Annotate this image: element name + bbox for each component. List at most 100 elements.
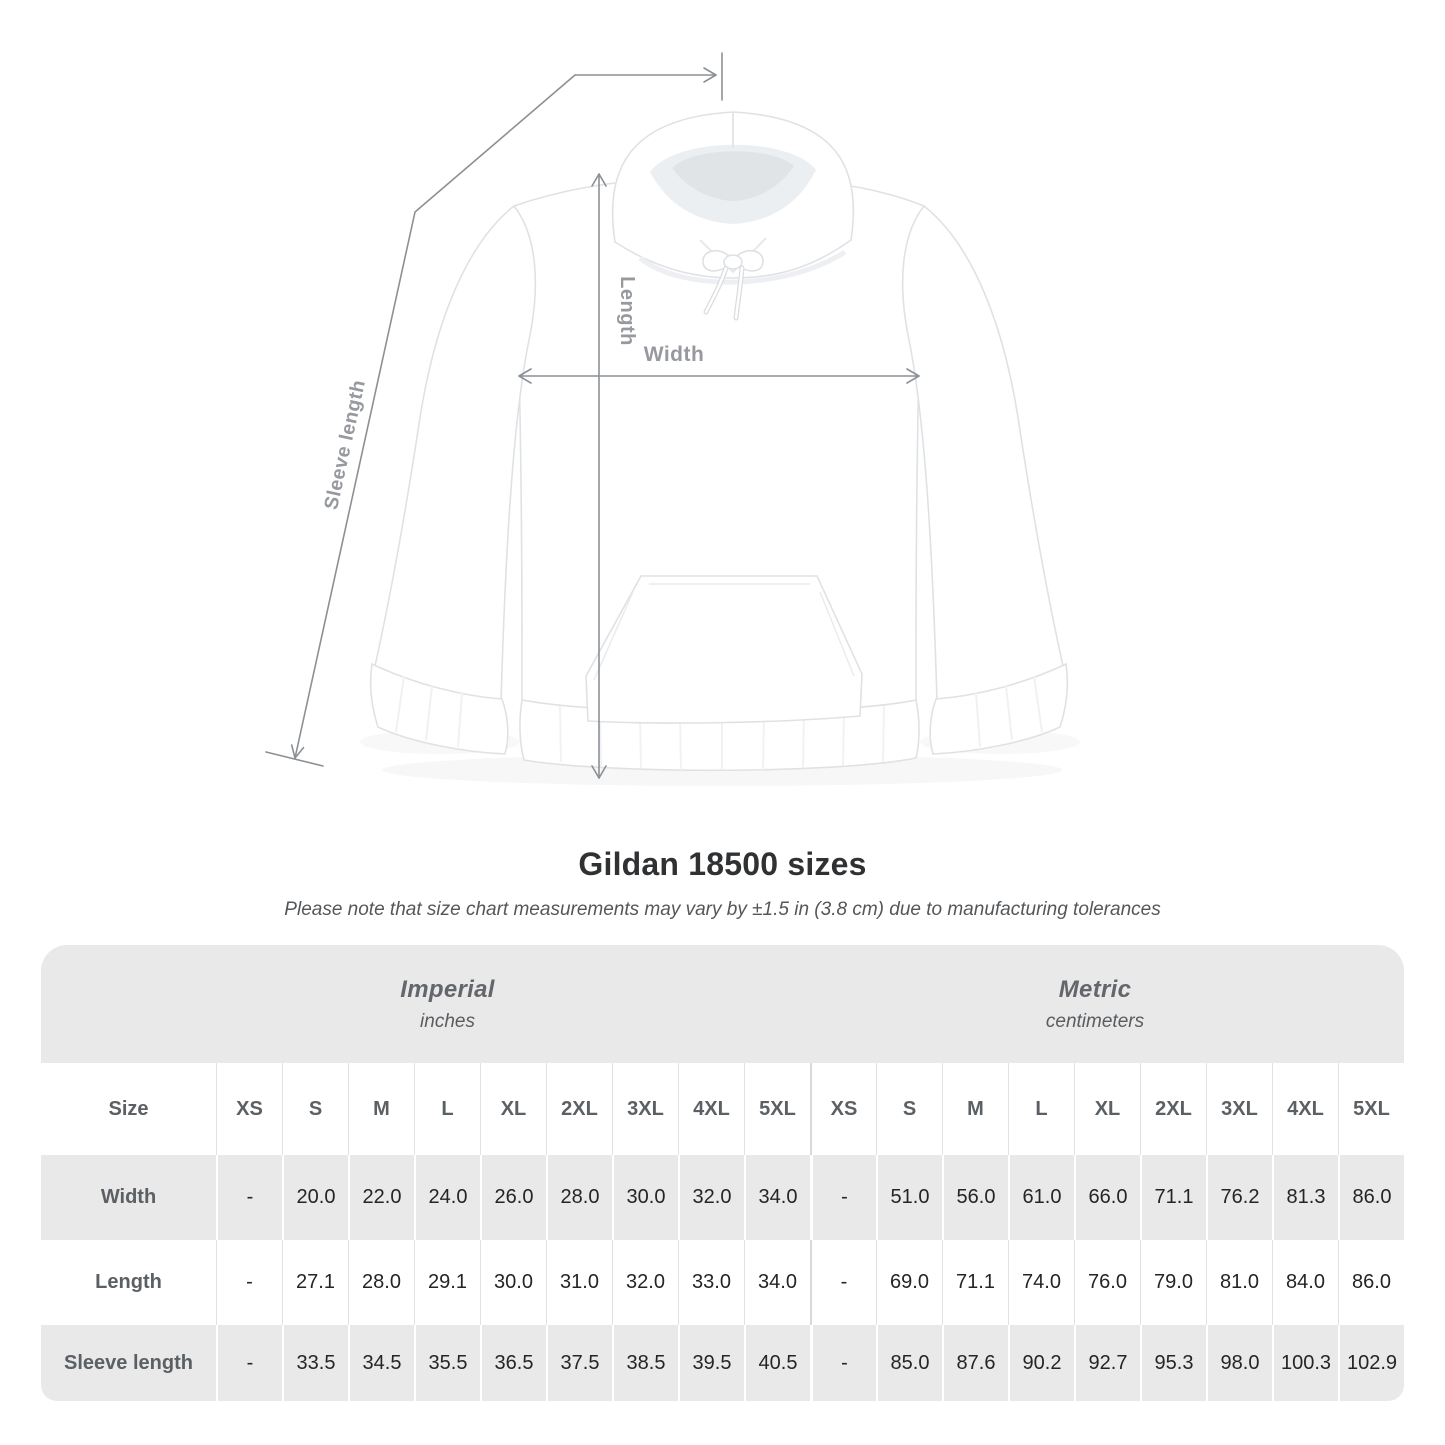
- width-label: Width: [644, 343, 705, 366]
- value-cell: 34.0: [744, 1240, 810, 1325]
- row-label-cell: Sleeve length: [64, 1351, 193, 1374]
- value-cell: 87.6: [942, 1325, 1008, 1401]
- value-cell: 81.3: [1272, 1155, 1338, 1240]
- value-cell: 28.0: [546, 1155, 612, 1240]
- value-cell: 20.0: [282, 1155, 348, 1240]
- value-cell: 92.7: [1074, 1325, 1140, 1401]
- value-cell: 33.0: [678, 1240, 744, 1325]
- value-cell: 27.1: [282, 1240, 348, 1325]
- hoodie-pocket: [585, 575, 863, 724]
- right-cuff-ribs: [975, 675, 1043, 748]
- right-cuff: [929, 662, 1069, 755]
- length-label: Length: [616, 276, 638, 346]
- value-cell: 79.0: [1140, 1240, 1206, 1325]
- value-cell: 37.5: [546, 1325, 612, 1401]
- hoodie-left-sleeve: [373, 204, 537, 703]
- value-cell: 35.5: [414, 1325, 480, 1401]
- size-label-cell: 5XL: [1338, 1063, 1404, 1155]
- unit-group-unit: centimeters: [1045, 1010, 1145, 1032]
- size-header-row: Size XS S M L XL 2XL 3XL 4XL 5XL XS S M L XL 2XL 3XL 4XL 5…: [41, 1063, 1404, 1155]
- value-cell: 29.1: [414, 1240, 480, 1325]
- value-cell: -: [216, 1155, 282, 1240]
- value-cell: -: [216, 1325, 282, 1401]
- value-cell: 28.0: [348, 1240, 414, 1325]
- value-cell: 85.0: [876, 1325, 942, 1401]
- value-cell: 81.0: [1206, 1240, 1272, 1325]
- value-cell: 32.0: [678, 1155, 744, 1240]
- hood-chest-shadow: [638, 249, 847, 285]
- value-cell: 98.0: [1206, 1325, 1272, 1401]
- size-table: Imperial inches Metric centimeters Size XS S M L…: [41, 945, 1404, 1401]
- unit-group-name: Imperial: [400, 975, 495, 1003]
- hoodie-diagram: Width Length Sleeve length: [265, 52, 1069, 779]
- unit-group-header: Imperial inches Metric centimeters: [41, 945, 1404, 1063]
- value-cell: 100.3: [1272, 1325, 1338, 1401]
- value-cell: 84.0: [1272, 1240, 1338, 1325]
- value-cell: 102.9: [1338, 1325, 1404, 1401]
- size-label-cell: XS: [810, 1063, 876, 1155]
- value-cell: 26.0: [480, 1155, 546, 1240]
- unit-group-imperial: Imperial inches: [41, 945, 810, 1063]
- value-cell: 86.0: [1338, 1155, 1404, 1240]
- value-cell: 34.0: [744, 1155, 810, 1240]
- value-cell: -: [810, 1240, 876, 1325]
- size-label-cell: 3XL: [1206, 1063, 1272, 1155]
- value-cell: 56.0: [942, 1155, 1008, 1240]
- measure-lines: [265, 52, 920, 779]
- size-label-cell: 2XL: [546, 1063, 612, 1155]
- size-label-cell: S: [282, 1063, 348, 1155]
- row-label-cell: Length: [95, 1271, 162, 1293]
- size-label-cell: 5XL: [744, 1063, 810, 1155]
- size-label-cell: M: [348, 1063, 414, 1155]
- value-cell: -: [216, 1240, 282, 1325]
- value-cell: 71.1: [942, 1240, 1008, 1325]
- value-cell: 24.0: [414, 1155, 480, 1240]
- table-row: Width -20.0 22.0 24.0 26.0 28.0 30.0 32.0 34.0-5…: [41, 1155, 1404, 1240]
- row-label-cell: Width: [100, 1186, 157, 1208]
- size-label-cell: 3XL: [612, 1063, 678, 1155]
- value-cell: 40.5: [744, 1325, 810, 1401]
- page-title: Gildan 18500 sizes: [578, 846, 867, 882]
- hood-inner-shadow: [672, 151, 794, 201]
- size-label-cell: 4XL: [678, 1063, 744, 1155]
- value-cell: 71.1: [1140, 1155, 1206, 1240]
- table-row: Sleeve length -33.5 34.5 35.5 36.5 37.5 38.5 39…: [41, 1325, 1404, 1401]
- value-cell: 33.5: [282, 1325, 348, 1401]
- unit-group-unit: inches: [420, 1010, 475, 1032]
- left-cuff-ribs: [395, 675, 463, 748]
- value-cell: 95.3: [1140, 1325, 1206, 1401]
- value-cell: -: [810, 1155, 876, 1240]
- size-label-cell: XL: [1074, 1063, 1140, 1155]
- value-cell: 90.2: [1008, 1325, 1074, 1401]
- value-cell: 51.0: [876, 1155, 942, 1240]
- size-label-cell: L: [414, 1063, 480, 1155]
- value-cell: 36.5: [480, 1325, 546, 1401]
- hoodie-right-sleeve: [901, 204, 1065, 703]
- width-measure-line: [518, 368, 920, 384]
- left-cuff: [369, 662, 509, 755]
- value-cell: 69.0: [876, 1240, 942, 1325]
- size-label-cell: XS: [216, 1063, 282, 1155]
- value-cell: 76.0: [1074, 1240, 1140, 1325]
- value-cell: 61.0: [1008, 1155, 1074, 1240]
- size-label-cell: XL: [480, 1063, 546, 1155]
- value-cell: 22.0: [348, 1155, 414, 1240]
- size-label-cell: 2XL: [1140, 1063, 1206, 1155]
- value-cell: 66.0: [1074, 1155, 1140, 1240]
- value-cell: 74.0: [1008, 1240, 1074, 1325]
- drawcord-bow: [699, 237, 767, 321]
- sleeve-length-label: Sleeve length: [320, 378, 370, 512]
- value-cell: 39.5: [678, 1325, 744, 1401]
- value-cell: 30.0: [612, 1155, 678, 1240]
- size-label-cell: 4XL: [1272, 1063, 1338, 1155]
- value-cell: 31.0: [546, 1240, 612, 1325]
- value-cell: 32.0: [612, 1240, 678, 1325]
- size-column-header: Size: [108, 1097, 149, 1120]
- value-cell: -: [810, 1325, 876, 1401]
- length-measure-line: [591, 173, 607, 779]
- size-label-cell: S: [876, 1063, 942, 1155]
- size-label-cell: M: [942, 1063, 1008, 1155]
- value-cell: 34.5: [348, 1325, 414, 1401]
- pocket-stitch: [593, 583, 855, 681]
- table-row: Length -27.1 28.0 29.1 30.0 31.0 32.0 33.0 34.0-…: [41, 1240, 1404, 1325]
